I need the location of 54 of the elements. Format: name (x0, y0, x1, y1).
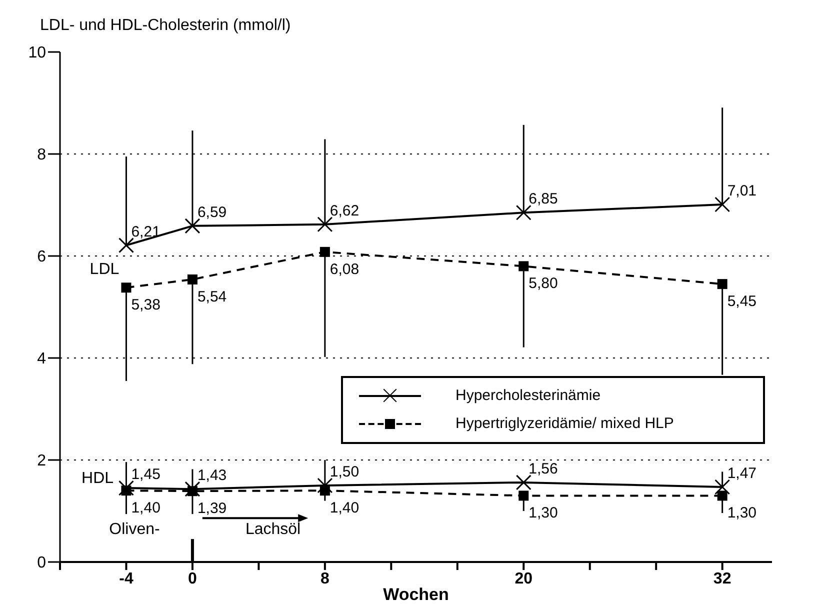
data-label: 1,40 (330, 500, 360, 517)
y-tick-label: 4 (37, 350, 46, 368)
y-tick-label: 6 (37, 248, 46, 266)
point (714, 479, 730, 495)
x-tick-label: 8 (320, 570, 330, 588)
x-tick-label: 20 (514, 570, 533, 588)
x-tick-label: 32 (713, 570, 732, 588)
data-label: 1,43 (197, 467, 227, 484)
point (518, 490, 529, 501)
y-tick-label: 0 (37, 554, 46, 572)
data-label: 5,80 (528, 275, 558, 292)
point (518, 261, 529, 272)
data-label: 1,45 (131, 466, 160, 484)
point (317, 216, 333, 232)
y-tick-label: 10 (28, 44, 46, 62)
annotation: LDL (90, 260, 120, 278)
point (320, 246, 330, 257)
data-label: 1,30 (528, 504, 558, 522)
data-label: 6,62 (330, 202, 360, 220)
data-label: 1,56 (528, 460, 558, 478)
point (717, 490, 728, 501)
point (714, 196, 730, 212)
legend-label: Hypercholesterinämie (455, 387, 601, 404)
data-label: 1,47 (727, 465, 757, 482)
data-label: 5,38 (131, 296, 160, 314)
point (118, 480, 134, 496)
y-tick-label: 8 (37, 146, 46, 164)
data-label: 7,01 (727, 182, 757, 200)
data-label: 5,54 (197, 288, 227, 306)
x-tick-label: 0 (188, 570, 198, 588)
data-label: 5,45 (727, 293, 757, 310)
data-label: 1,39 (197, 500, 227, 518)
annotation: Oliven- (109, 520, 160, 538)
x-axis-title: Wochen (383, 585, 449, 604)
point (717, 279, 728, 290)
data-label: 6,59 (197, 204, 227, 221)
annotation: HDL (82, 470, 114, 487)
point (516, 474, 532, 490)
point (516, 204, 532, 220)
point (121, 282, 132, 293)
data-label: 6,85 (528, 190, 558, 208)
annotation: Lachsöl (245, 520, 301, 538)
data-label: 1,30 (727, 504, 757, 522)
legend-label: Hypertriglyzeridämie/ mixed HLP (455, 415, 674, 432)
data-label: 1,40 (131, 500, 160, 517)
point (320, 486, 330, 496)
point (187, 274, 198, 284)
x-tick-label: -4 (119, 570, 134, 588)
point (184, 218, 200, 234)
data-label: 1,50 (330, 464, 360, 480)
y-axis-title: LDL- und HDL-Cholesterin (mmol/l) (40, 17, 291, 34)
y-tick-label: 2 (37, 452, 46, 470)
point (118, 238, 134, 254)
data-label: 6,08 (330, 260, 360, 278)
